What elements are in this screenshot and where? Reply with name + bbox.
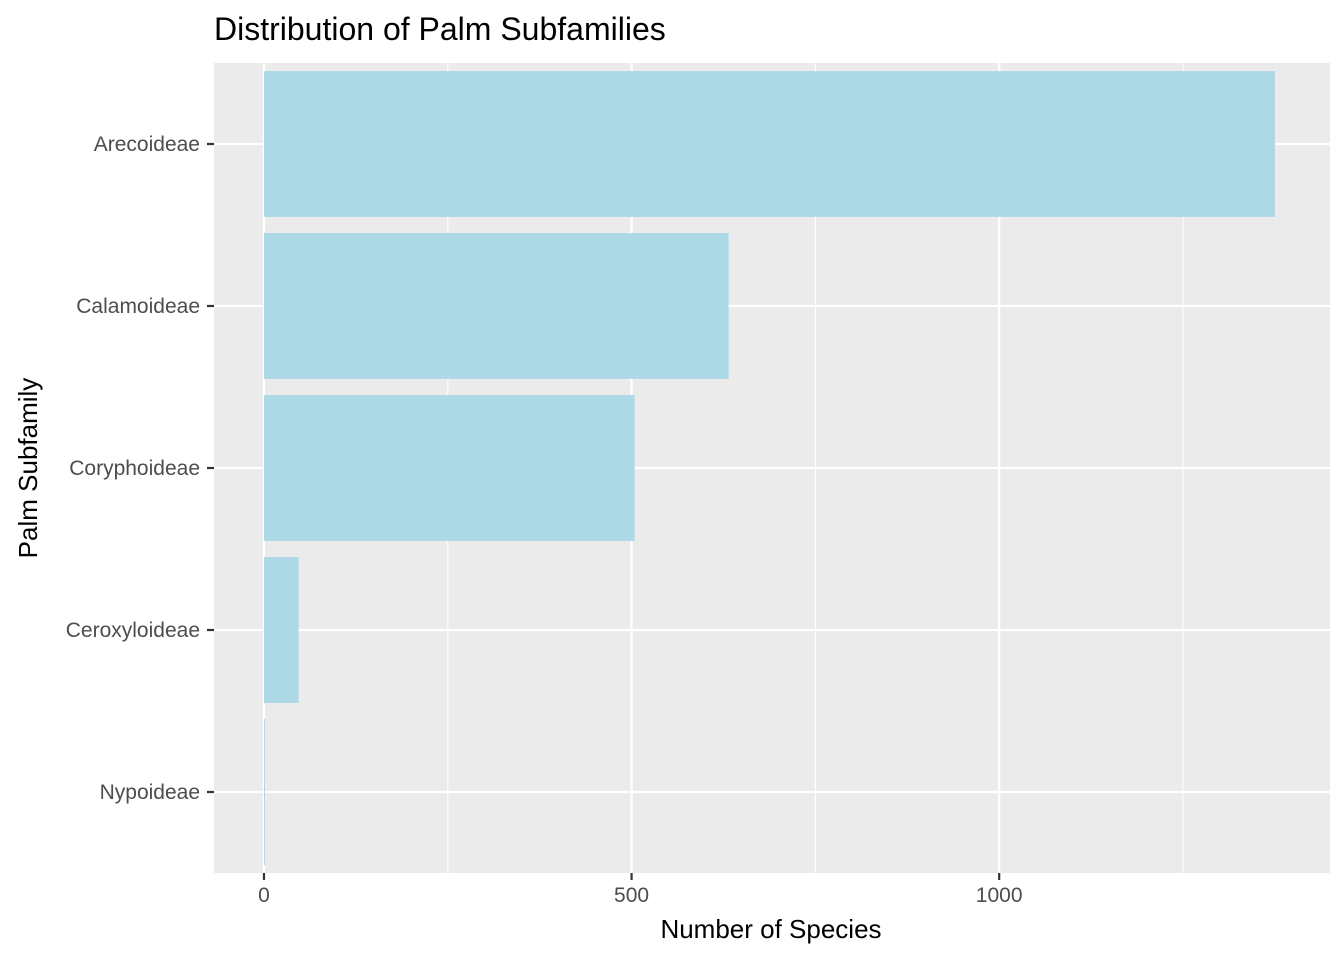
bars (263, 71, 1275, 865)
y-axis: Arecoideae Calamoideae Coryphoideae Ceroxyl… (66, 133, 214, 804)
x-axis-title: Number of Species (660, 914, 881, 944)
bar-coryphoideae (263, 395, 635, 541)
y-tick-label: Arecoideae (94, 133, 200, 156)
y-axis-title: Palm Subfamily (13, 378, 43, 559)
chart-title: Distribution of Palm Subfamilies (214, 11, 666, 47)
bar-ceroxyloideae (263, 557, 299, 703)
y-tick-label: Coryphoideae (69, 457, 200, 480)
x-tick-label: 500 (614, 884, 649, 907)
x-axis: 0 500 1000 (258, 873, 1023, 907)
bar-calamoideae (263, 233, 729, 379)
x-tick-label: 1000 (976, 884, 1023, 907)
y-tick-label: Calamoideae (76, 295, 200, 318)
x-tick-label: 0 (258, 884, 270, 907)
y-tick-label: Nypoideae (100, 781, 200, 804)
y-tick-label: Ceroxyloideae (66, 619, 200, 642)
bar-nypoideae (263, 719, 265, 865)
bar-arecoideae (263, 71, 1275, 217)
